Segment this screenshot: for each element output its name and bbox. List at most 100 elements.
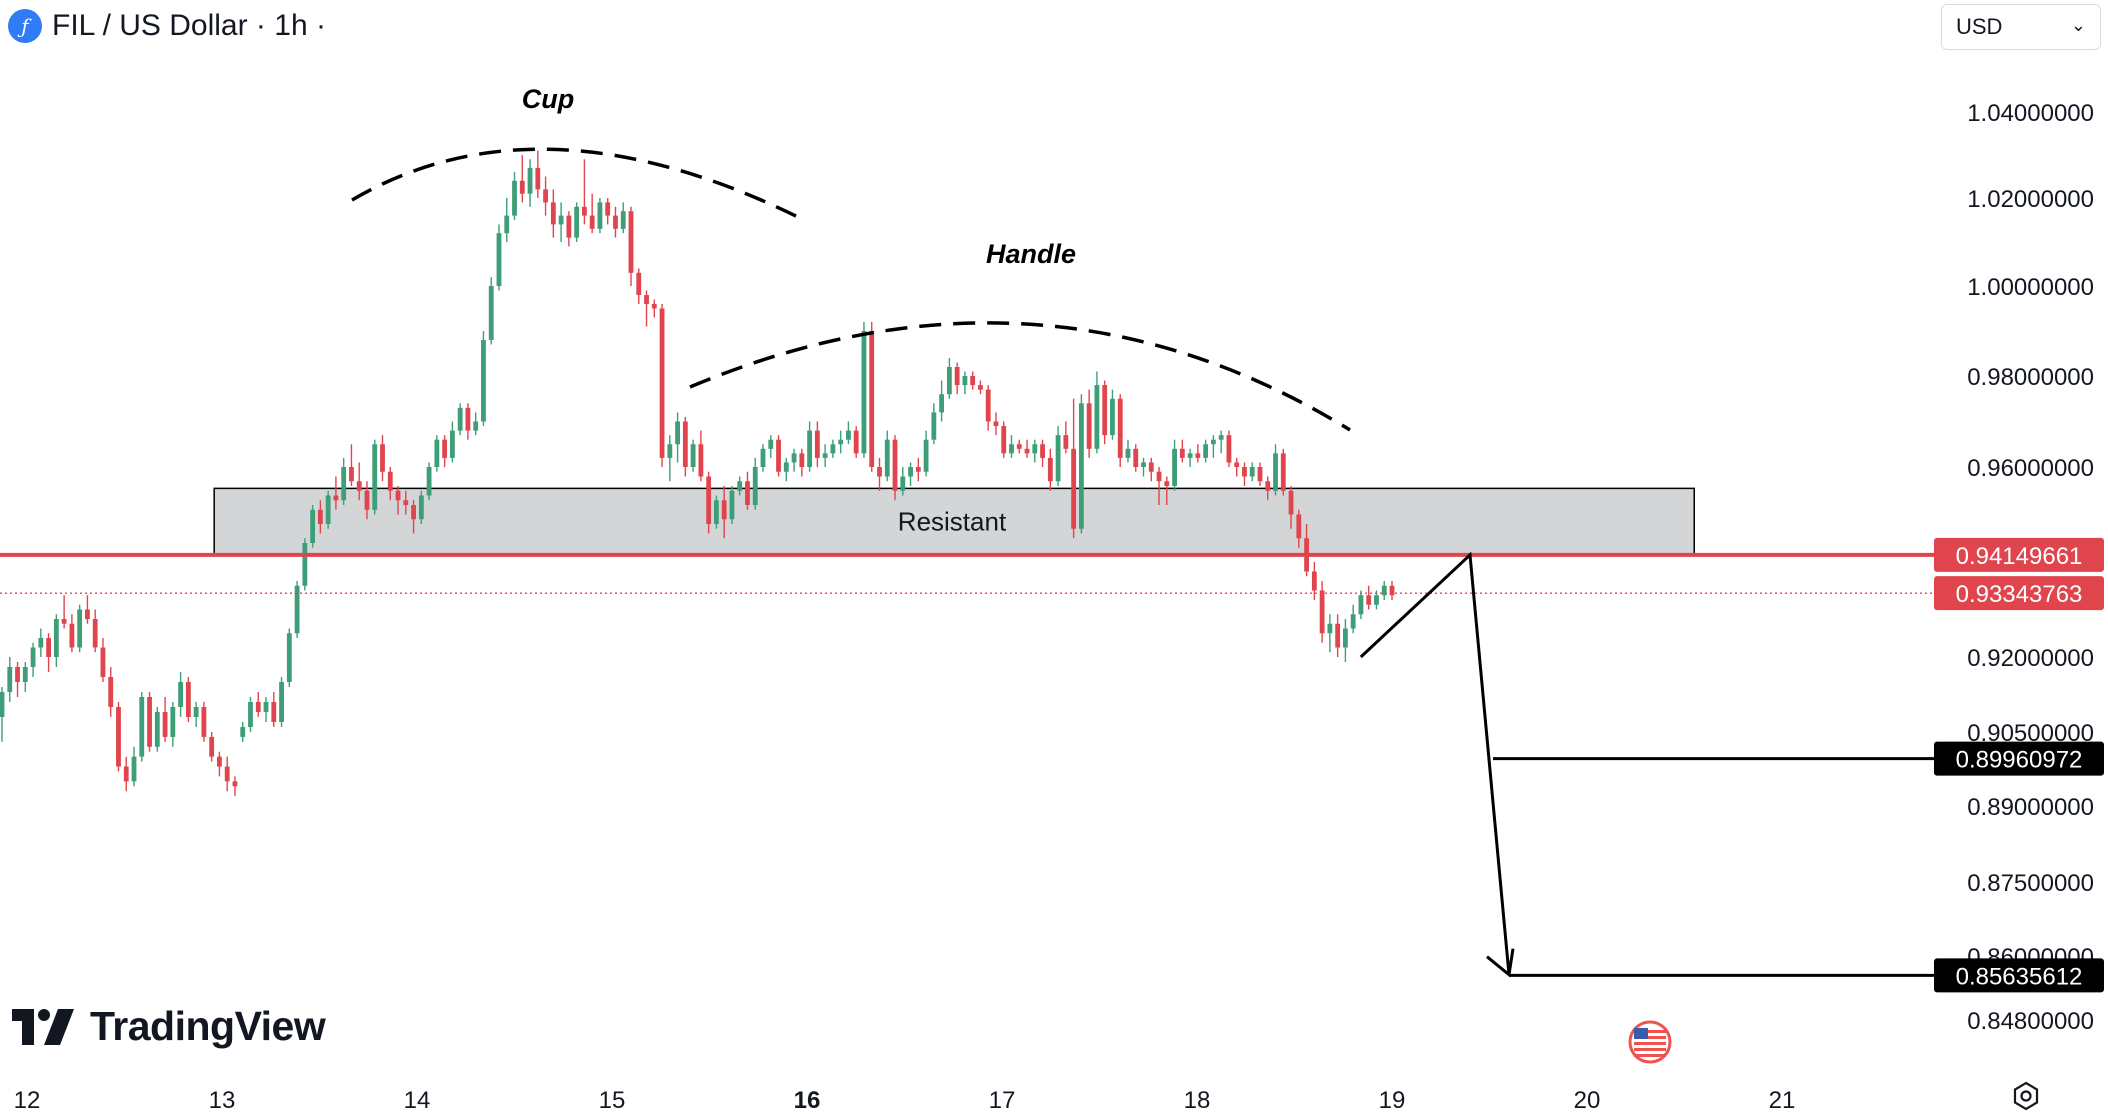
candle <box>846 421 851 445</box>
candle-body <box>1117 398 1123 458</box>
candle-body <box>550 202 556 225</box>
candle <box>768 435 774 458</box>
candle <box>892 435 898 501</box>
candle <box>1125 439 1131 463</box>
candle-body <box>473 421 479 431</box>
us-flag-stripe <box>1634 1042 1666 1045</box>
candle <box>807 421 813 472</box>
candle-body <box>123 766 129 782</box>
candle-body <box>613 215 618 229</box>
candle-body <box>1078 403 1084 529</box>
candle <box>92 609 98 653</box>
candle <box>1078 394 1084 534</box>
candle <box>465 403 471 440</box>
candle <box>232 776 238 797</box>
currency-select[interactable]: USD ⌄ <box>1941 4 2101 50</box>
candle-body <box>985 389 991 422</box>
candle-body <box>356 481 362 491</box>
y-axis-tick-label: 0.98000000 <box>1967 364 2094 391</box>
symbol-title[interactable]: FIL / US Dollar · 1h · <box>52 9 326 42</box>
candle <box>271 692 277 727</box>
candle <box>729 486 735 524</box>
candle-body <box>1218 435 1224 440</box>
candle-body <box>465 407 471 431</box>
candle-body <box>7 667 13 692</box>
candle-body <box>1273 453 1278 491</box>
candle-body <box>1366 595 1372 605</box>
candle-body <box>822 453 828 458</box>
candle-body <box>690 444 696 467</box>
candle <box>597 198 603 234</box>
candle-body <box>22 667 28 682</box>
candle-body <box>1288 490 1294 515</box>
candle <box>884 430 890 482</box>
candle <box>154 707 160 752</box>
candle-body <box>1009 444 1014 454</box>
resistance-zone <box>213 487 1696 556</box>
candle-body <box>698 444 704 477</box>
candle-body <box>69 623 75 648</box>
candle <box>411 500 416 534</box>
candle <box>1024 439 1030 458</box>
candle <box>861 322 867 458</box>
candle <box>519 155 525 203</box>
candle <box>659 304 665 467</box>
tradingview-logo[interactable]: TradingView <box>12 1003 326 1050</box>
resistance-zone-label: Resistant <box>898 507 1007 537</box>
price-tag-value: 0.89960972 <box>1956 747 2083 774</box>
candle-body <box>209 736 215 757</box>
candle-body <box>877 467 882 477</box>
candle <box>333 476 339 510</box>
candle <box>1164 476 1170 505</box>
candle <box>1389 581 1395 600</box>
candle <box>776 435 781 477</box>
candle <box>993 412 999 436</box>
candle-body <box>535 167 541 190</box>
candle-body <box>1172 448 1177 486</box>
candle <box>908 462 913 486</box>
gear-icon[interactable] <box>2011 1081 2041 1111</box>
candle-body <box>240 727 246 737</box>
candle-body <box>853 430 859 454</box>
candle <box>1094 371 1100 454</box>
candle <box>923 430 929 477</box>
candle <box>1366 585 1372 610</box>
candle <box>108 667 114 717</box>
candle <box>1257 462 1263 486</box>
candle <box>0 687 5 742</box>
candle-body <box>1156 471 1162 482</box>
candle <box>985 385 991 431</box>
candle-body <box>1040 444 1045 458</box>
price-tag-value: 0.94149661 <box>1956 543 2083 570</box>
candle-body <box>1032 444 1038 454</box>
candle-body <box>263 702 269 712</box>
candle-body <box>1350 614 1356 629</box>
candle-body <box>61 619 67 624</box>
candle <box>970 371 976 390</box>
candle-body <box>1343 628 1348 648</box>
candle <box>939 380 945 422</box>
candle-body <box>380 444 385 472</box>
candle <box>488 277 494 345</box>
candle-body <box>830 444 836 454</box>
candle <box>605 198 611 225</box>
candle-body <box>85 609 90 619</box>
candle-body <box>776 439 781 472</box>
candle <box>628 206 634 286</box>
candle-body <box>620 211 626 229</box>
candle <box>1296 509 1302 548</box>
candle <box>1288 486 1294 529</box>
candle <box>1343 619 1348 662</box>
candle-body <box>869 331 875 467</box>
candle-body <box>387 471 393 491</box>
candle <box>7 657 13 702</box>
candle <box>310 505 316 548</box>
candle <box>1280 448 1286 496</box>
candle-body <box>1389 585 1395 596</box>
candle-body <box>457 407 463 431</box>
candle <box>558 202 564 242</box>
candle-body <box>333 495 339 501</box>
candle <box>838 430 844 454</box>
candle-body <box>799 453 805 467</box>
